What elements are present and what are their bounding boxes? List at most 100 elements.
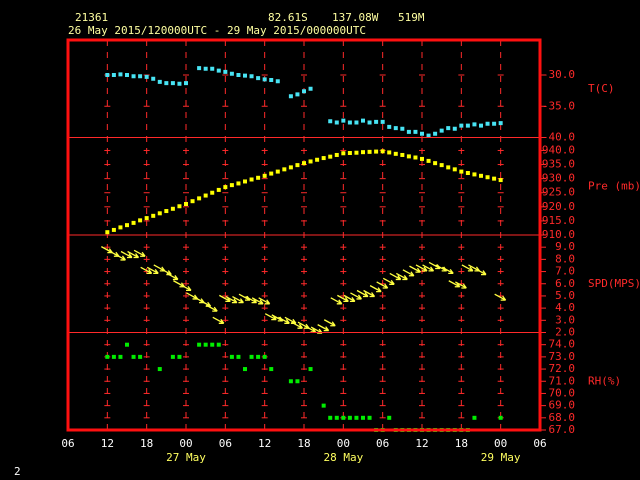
point xyxy=(485,175,490,180)
wind-arrow xyxy=(455,281,467,289)
y-tick-label: 925.0 xyxy=(542,186,575,199)
plot-frame xyxy=(66,38,542,432)
point xyxy=(157,211,162,216)
station-id: 21361 xyxy=(75,11,108,24)
point xyxy=(400,152,405,157)
point xyxy=(406,129,411,134)
y-tick-label: 930.0 xyxy=(542,172,575,185)
point xyxy=(144,74,149,79)
point xyxy=(492,121,497,126)
point xyxy=(374,119,379,124)
point xyxy=(334,120,339,125)
y-tick-label: 4.0 xyxy=(555,301,575,314)
y-tick-label: 910.0 xyxy=(542,228,575,241)
point xyxy=(347,120,352,125)
y-tick-label: -35.0 xyxy=(542,99,575,112)
wind-arrow xyxy=(363,289,376,298)
point xyxy=(459,169,464,174)
point xyxy=(203,66,208,71)
wind-arrow xyxy=(166,272,179,281)
point xyxy=(341,118,346,123)
x-tick-label: 12 xyxy=(258,437,271,450)
point xyxy=(341,415,346,420)
wind-arrow xyxy=(402,269,415,277)
point xyxy=(413,155,418,160)
point xyxy=(118,225,123,230)
point xyxy=(302,89,306,94)
y-tick-label: 915.0 xyxy=(542,214,575,227)
wind-arrow xyxy=(369,285,382,293)
point xyxy=(249,354,254,359)
day-label: 28 May xyxy=(323,451,363,464)
point xyxy=(472,122,477,127)
point xyxy=(144,216,149,221)
point xyxy=(197,342,202,347)
point xyxy=(341,151,346,156)
point xyxy=(439,163,444,168)
x-tick-label: 18 xyxy=(297,437,310,450)
y-tick-label: 72.0 xyxy=(549,362,576,375)
point xyxy=(177,81,182,86)
point xyxy=(262,354,267,359)
point xyxy=(406,154,411,159)
point xyxy=(249,177,254,182)
point xyxy=(131,354,136,359)
wind-arrow xyxy=(291,321,303,329)
point xyxy=(170,206,175,211)
wind-arrow xyxy=(146,266,159,274)
wind-arrow xyxy=(382,277,395,285)
point xyxy=(334,152,339,157)
wind-arrow xyxy=(317,324,330,332)
y-tick-label: 67.0 xyxy=(549,423,576,436)
wind-arrow xyxy=(350,292,362,300)
point xyxy=(492,176,497,181)
point xyxy=(177,354,182,359)
wind-arrow xyxy=(330,297,343,305)
point xyxy=(216,68,221,73)
point xyxy=(118,72,123,77)
wind-arrow xyxy=(409,265,421,273)
point xyxy=(380,119,385,124)
point xyxy=(105,73,110,77)
point xyxy=(387,124,392,129)
point xyxy=(321,403,326,408)
point xyxy=(426,158,431,163)
point xyxy=(105,230,110,235)
point xyxy=(420,131,424,136)
point xyxy=(308,367,313,372)
x-tick-label: 00 xyxy=(179,437,192,450)
point xyxy=(295,379,300,384)
point xyxy=(138,218,143,223)
point xyxy=(387,150,392,155)
point xyxy=(465,123,470,128)
point xyxy=(459,123,464,128)
wind-arrow xyxy=(343,294,356,303)
point xyxy=(288,379,293,384)
point xyxy=(275,169,280,174)
point xyxy=(472,172,477,177)
point xyxy=(446,165,451,170)
x-tick-label: 00 xyxy=(337,437,350,450)
point xyxy=(367,120,372,125)
x-tick-label: 18 xyxy=(140,437,153,450)
point xyxy=(170,354,175,359)
point xyxy=(361,118,365,123)
point xyxy=(269,78,274,82)
point xyxy=(184,81,188,86)
point xyxy=(111,354,116,359)
wind-arrow xyxy=(127,250,140,259)
point xyxy=(315,157,320,162)
point xyxy=(472,415,477,420)
panel-label: Pre (mb) xyxy=(588,179,640,192)
point xyxy=(288,165,293,170)
point xyxy=(400,126,405,131)
point xyxy=(321,156,326,161)
y-tick-label: 71.0 xyxy=(549,374,576,387)
point xyxy=(151,213,156,218)
point xyxy=(125,223,129,228)
point xyxy=(328,154,333,159)
point xyxy=(151,76,156,81)
longitude: 137.08W xyxy=(332,11,379,24)
point xyxy=(138,74,143,79)
